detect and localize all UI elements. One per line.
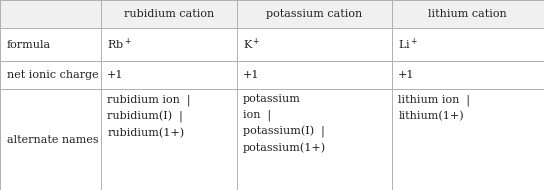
- Bar: [392, 61, 544, 89]
- Bar: [392, 0, 544, 28]
- Text: Rb$^+$: Rb$^+$: [107, 37, 132, 52]
- Bar: [101, 89, 237, 190]
- Bar: [237, 28, 392, 61]
- Bar: [101, 28, 237, 61]
- Text: +1: +1: [398, 70, 415, 80]
- Text: Li$^+$: Li$^+$: [398, 37, 418, 52]
- Text: lithium cation: lithium cation: [429, 9, 507, 19]
- Bar: [101, 0, 237, 28]
- Text: lithium ion  |
lithium(1+): lithium ion | lithium(1+): [398, 94, 470, 121]
- Bar: [237, 89, 392, 190]
- Bar: [0, 0, 101, 28]
- Bar: [0, 28, 101, 61]
- Bar: [237, 0, 392, 28]
- Text: rubidium ion  |
rubidium(I)  |
rubidium(1+): rubidium ion | rubidium(I) | rubidium(1+…: [107, 94, 190, 138]
- Bar: [237, 61, 392, 89]
- Bar: [392, 89, 544, 190]
- Bar: [0, 89, 101, 190]
- Bar: [101, 61, 237, 89]
- Text: +1: +1: [107, 70, 123, 80]
- Text: +1: +1: [243, 70, 259, 80]
- Text: formula: formula: [7, 40, 51, 50]
- Bar: [392, 28, 544, 61]
- Bar: [0, 61, 101, 89]
- Text: rubidium cation: rubidium cation: [123, 9, 214, 19]
- Text: potassium cation: potassium cation: [266, 9, 362, 19]
- Text: net ionic charge: net ionic charge: [7, 70, 98, 80]
- Text: alternate names: alternate names: [7, 135, 98, 145]
- Text: K$^+$: K$^+$: [243, 37, 261, 52]
- Text: potassium
ion  |
potassium(I)  |
potassium(1+): potassium ion | potassium(I) | potassium…: [243, 94, 326, 154]
